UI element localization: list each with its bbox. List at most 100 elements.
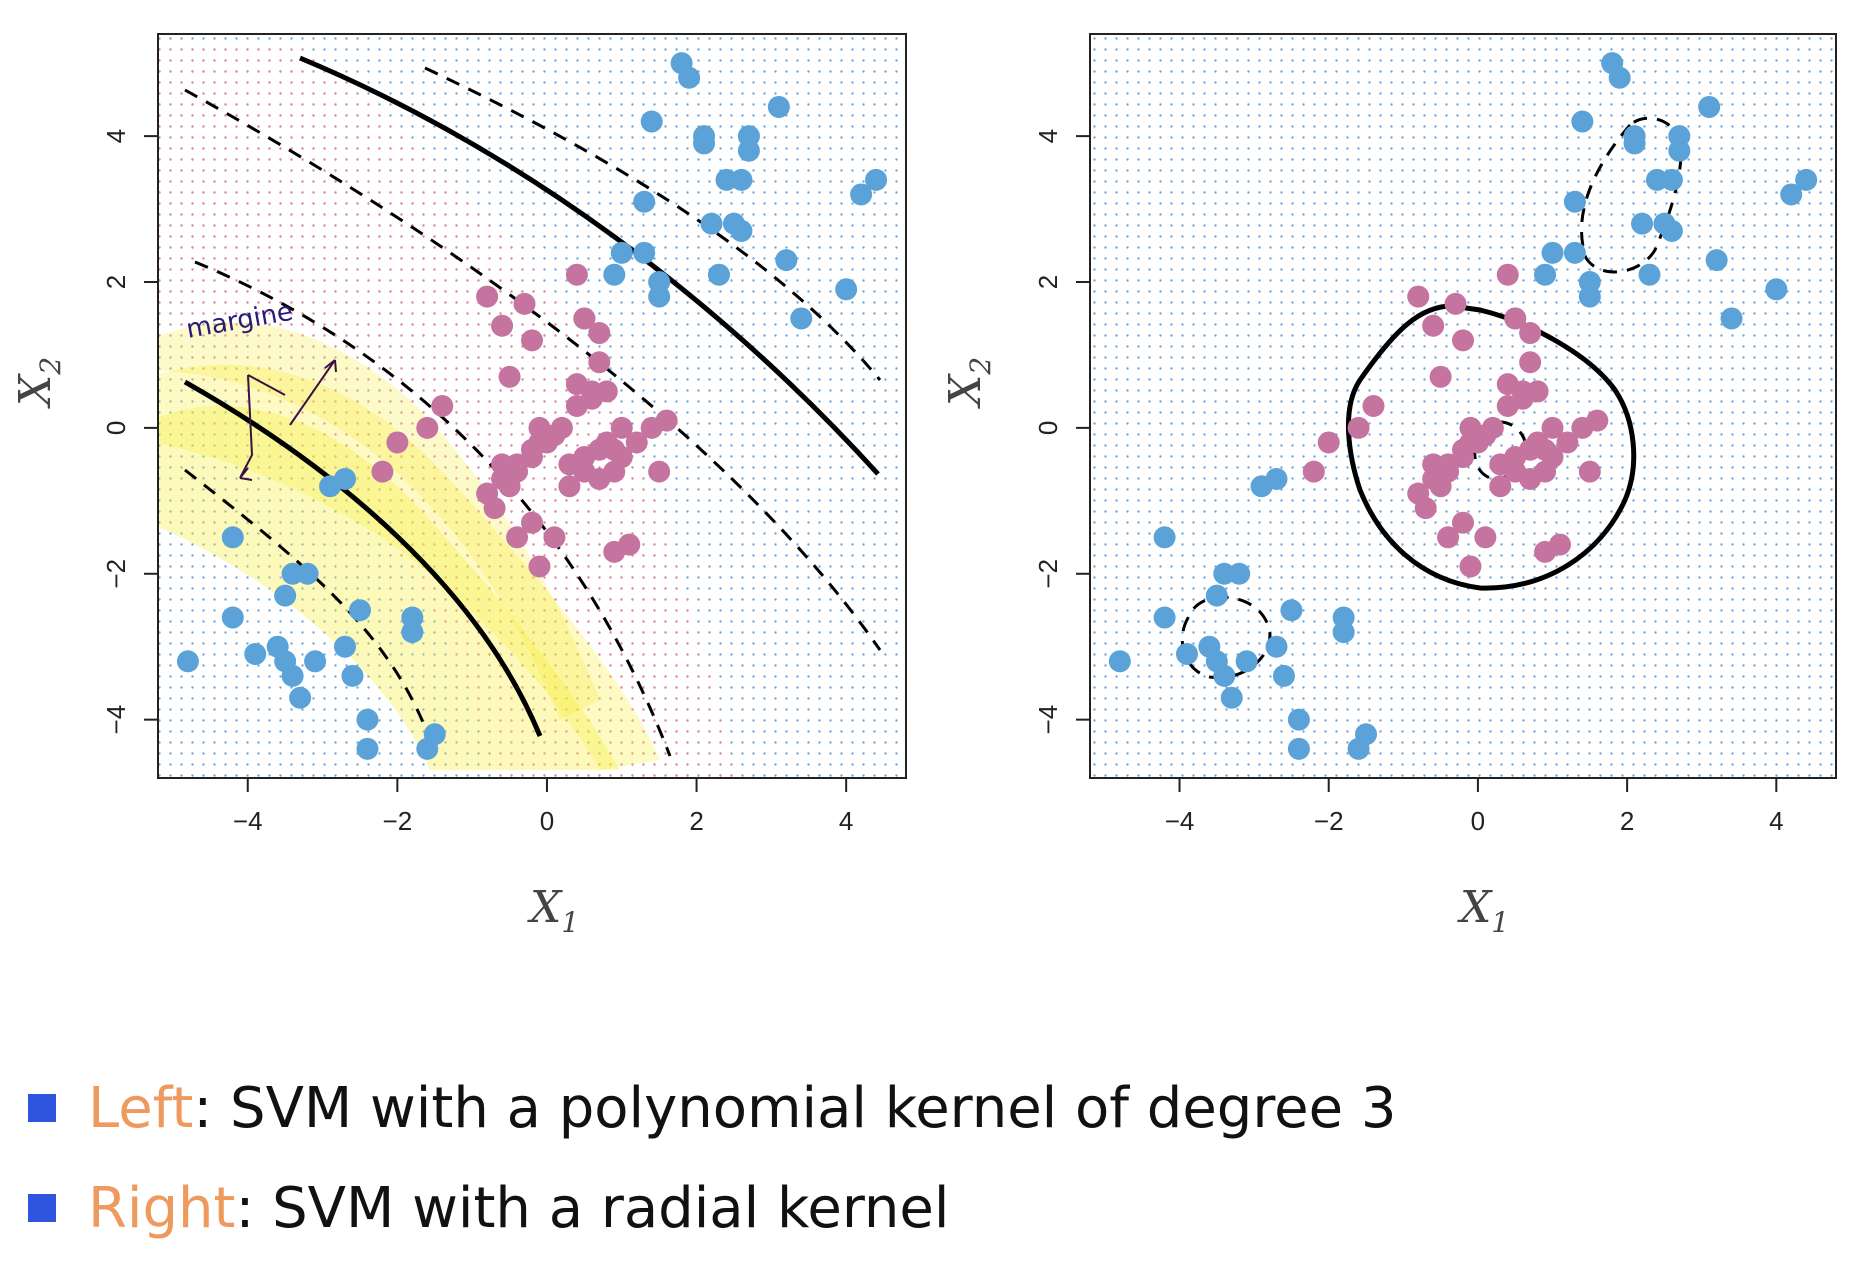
y-tick-label: 2 [101, 275, 131, 289]
blue-data-point [1795, 168, 1818, 191]
pink-data-point [506, 526, 529, 549]
blue-data-point [633, 190, 656, 213]
blue-data-point [1698, 95, 1721, 118]
pink-data-point [1347, 416, 1370, 439]
x-tick-label: 0 [1471, 806, 1485, 836]
pink-data-point [1474, 424, 1497, 447]
y-tick-label: 0 [1033, 421, 1063, 435]
blue-data-point [1153, 606, 1176, 629]
blue-data-point [835, 278, 858, 301]
pink-data-point [565, 263, 588, 286]
blue-data-point [850, 183, 873, 206]
x-axis-label: X1 [527, 882, 579, 939]
blue-data-point [1631, 212, 1654, 235]
blue-data-point [274, 584, 297, 607]
pink-data-point [476, 285, 499, 308]
pink-data-point [1578, 460, 1601, 483]
pink-data-point [588, 351, 611, 374]
blue-data-point [730, 168, 753, 191]
points-left [176, 52, 888, 760]
blue-data-point [633, 241, 656, 264]
blue-data-point [341, 664, 364, 687]
pink-data-point [1422, 314, 1445, 337]
pink-data-point [1519, 322, 1542, 345]
pink-data-point [625, 431, 648, 454]
pink-data-point [603, 438, 626, 461]
x-axis-label: X1 [1457, 882, 1509, 939]
blue-data-point [1153, 526, 1176, 549]
pink-data-point [1489, 475, 1512, 498]
blue-data-point [348, 599, 371, 622]
x-tick-label: −4 [1165, 806, 1195, 836]
pink-data-point [521, 329, 543, 352]
blue-data-point [737, 139, 760, 162]
bullet-square-icon [28, 1094, 56, 1122]
margin-curve [184, 88, 882, 651]
blue-data-point [176, 650, 199, 673]
caption-text: : SVM with a polynomial kernel of degree… [193, 1075, 1397, 1141]
pink-data-point [431, 395, 454, 417]
x-tick-label: 4 [1769, 806, 1783, 836]
blue-data-point [693, 132, 716, 155]
caption-right: Right : SVM with a radial kernel [28, 1158, 1396, 1258]
pink-data-point [521, 511, 543, 534]
y-tick-label: −2 [101, 559, 131, 589]
y-tick-label: 4 [101, 129, 131, 143]
y-tick-label: −2 [1033, 559, 1063, 589]
pink-data-point [483, 497, 506, 520]
blue-data-point [1765, 278, 1788, 301]
bullet-square-icon [28, 1194, 56, 1222]
pink-data-point [558, 475, 581, 498]
caption-text: : SVM with a radial kernel [235, 1175, 950, 1241]
decision-boundary [1346, 303, 1637, 591]
pink-data-point [1519, 467, 1542, 490]
axis-ticks-right: −4 −2 0 2 4 −4 −2 0 2 4 [1033, 129, 1784, 836]
blue-data-point [1265, 635, 1288, 658]
pink-data-point [498, 365, 521, 388]
pink-data-point [1541, 416, 1564, 439]
x-tick-label: −2 [1314, 806, 1344, 836]
pink-data-point [1407, 285, 1430, 308]
pink-data-point [1504, 446, 1527, 469]
plot-frame [157, 33, 907, 779]
pink-data-point [1459, 555, 1482, 578]
blue-data-point [1780, 183, 1803, 206]
blue-data-point [1332, 606, 1355, 629]
blue-data-point [790, 307, 813, 330]
pink-data-point [588, 467, 611, 490]
blue-data-point [730, 219, 753, 242]
pink-data-point [1362, 395, 1385, 417]
pink-data-point [1519, 351, 1542, 374]
blue-data-point [603, 263, 626, 286]
pink-data-point [1504, 307, 1527, 330]
blue-data-point [1235, 650, 1258, 673]
blue-data-point [289, 686, 312, 709]
blue-data-point [865, 168, 888, 191]
blue-data-point [1534, 263, 1557, 286]
pink-data-point [610, 416, 633, 439]
x-tick-label: 2 [1620, 806, 1634, 836]
blue-data-point [1250, 475, 1273, 498]
blue-data-point [281, 562, 304, 585]
pink-data-point [1534, 438, 1557, 461]
blue-data-point [356, 708, 379, 731]
y-tick-label: −4 [101, 705, 131, 735]
blue-data-point [1608, 66, 1631, 89]
blue-data-point [356, 737, 379, 760]
pink-data-point [416, 416, 439, 439]
pink-data-point [1496, 263, 1519, 286]
pink-data-point [371, 460, 394, 483]
blue-data-point [1638, 263, 1661, 286]
pink-data-point [491, 314, 514, 337]
pink-data-point [1429, 365, 1452, 388]
blue-data-point [1213, 664, 1236, 687]
caption-left: Left : SVM with a polynomial kernel of d… [28, 1058, 1396, 1158]
x-tick-label: 0 [540, 806, 554, 836]
blue-data-point [1287, 708, 1310, 731]
blue-data-point [1541, 241, 1564, 264]
pink-data-point [580, 387, 603, 410]
y-tick-label: 0 [101, 421, 131, 435]
margin-curve [424, 66, 882, 381]
